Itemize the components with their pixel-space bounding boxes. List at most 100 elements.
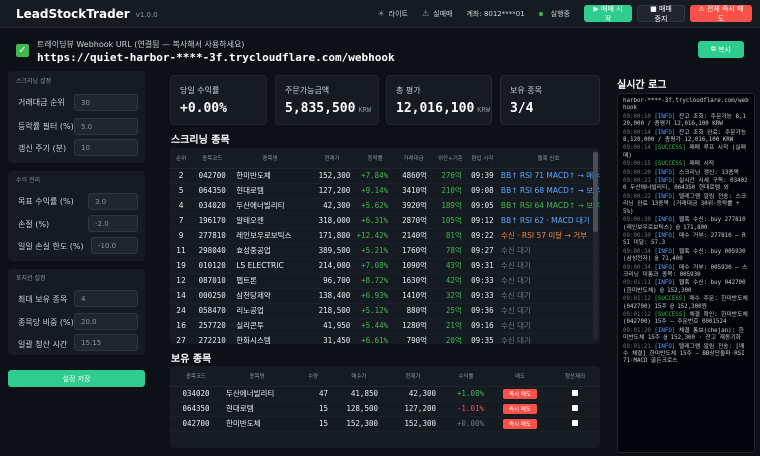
price-cell: 152,300: [307, 168, 357, 184]
start-trading-button[interactable]: ▶ 매매 시작: [584, 5, 632, 23]
table-row[interactable]: 14 000250 삼천당제약 138,400 +6.93% 1410억 32억 09:33 수…: [170, 288, 600, 304]
save-settings-button[interactable]: 설정 저장: [8, 370, 145, 387]
log-line: 09:01:20 [INFO] 체결 통보(chejan): 한미반도체 15주…: [623, 328, 749, 343]
table-row[interactable]: 16 257720 실리콘투 41,950 +5.44% 1280억 21억 09:16 수신 …: [170, 318, 600, 334]
log-text: 매수 주문: 한미반도체(042700) 15주 @ 152,300원: [623, 296, 748, 310]
signal-cell: 수신 대기: [496, 273, 600, 289]
column-header[interactable]: 종목명: [232, 148, 308, 169]
rank-cell: 27: [170, 333, 193, 344]
table-row[interactable]: 12 087010 펩트론 96,700 +8.72% 1630억 42억 09:33 수신 대…: [170, 273, 600, 289]
log-line: 09:00:22 [INFO] 텔레그램 알림 전송: 스크리닝 완료 13종목…: [623, 194, 749, 216]
column-header[interactable]: 청산제외: [550, 366, 600, 387]
exclude-checkbox[interactable]: [572, 420, 578, 426]
column-header[interactable]: 거래대금: [394, 148, 434, 169]
code-cell: 298040: [192, 243, 233, 259]
code-cell: 087010: [192, 273, 233, 289]
exclude-checkbox[interactable]: [572, 390, 578, 396]
volume-cell: 2140억: [394, 228, 434, 244]
log-time: 09:01:12: [623, 311, 655, 318]
log-level: [INFO]: [654, 232, 679, 239]
log-level: [INFO]: [654, 113, 679, 120]
price-cell: 41,950: [307, 318, 357, 334]
volume-cell: 1280억: [394, 318, 434, 334]
log-line: 09:00:34 [INFO] 매수 거부: 005930 — 스크리닝 미통과…: [623, 265, 749, 280]
table-row[interactable]: 11 298040 효성중공업 389,500 +5.21% 1760억 78억 09:27 수…: [170, 243, 600, 259]
table-row[interactable]: 4 034020 두산에너빌리티 42,300 +5.62% 3920억 189억 09:05…: [170, 198, 600, 214]
profit-settings-title: 수익 관리: [16, 177, 40, 184]
column-header[interactable]: 순위: [170, 148, 193, 169]
table-row[interactable]: 27 272210 한화시스템 31,450 +6.61% 790억 20억 09:35 수신 …: [170, 333, 600, 344]
column-header[interactable]: 매도: [490, 366, 550, 387]
account-select[interactable]: 계좌: 8012****01: [466, 9, 524, 19]
column-header[interactable]: 매수가: [334, 366, 384, 387]
sell-now-button[interactable]: 즉시 매도: [503, 403, 537, 414]
sell-all-button[interactable]: ⚠ 전체 즉시 매도: [690, 5, 752, 23]
stop-trading-button[interactable]: ■ 매매 중지: [637, 5, 685, 23]
log-line: 09:00:20 [INFO] 스크리닝 갱신: 13종목: [623, 170, 749, 177]
column-header[interactable]: 현재가: [307, 148, 357, 169]
column-header[interactable]: 등락률: [356, 148, 395, 169]
field-label: 최대 보유 종목: [18, 295, 68, 304]
change-cell: +12.42%: [356, 228, 395, 244]
price-cell: 389,500: [307, 243, 357, 259]
refresh-interval-input[interactable]: 10: [74, 139, 138, 156]
column-header[interactable]: 수량: [292, 366, 334, 387]
column-header[interactable]: 종목명: [222, 366, 292, 387]
max-holdings-input[interactable]: 4: [74, 290, 138, 307]
exclude-checkbox[interactable]: [572, 405, 578, 411]
change-cell: +5.62%: [356, 198, 395, 214]
webhook-connected-checkbox[interactable]: ✓: [16, 44, 29, 57]
liquidation-time-input[interactable]: 15:15: [74, 334, 138, 351]
column-header[interactable]: 현재가: [384, 366, 442, 387]
table-row[interactable]: 24 058470 리노공업 218,500 +5.12% 880억 25억 09:36 수신 …: [170, 303, 600, 319]
log-time: 09:00:30: [623, 217, 655, 224]
table-row[interactable]: 5 064350 현대로템 127,200 +9.14% 3410억 210억 09:08 BB…: [170, 183, 600, 199]
daily-loss-limit-input[interactable]: -10.0: [91, 237, 138, 254]
buy-price-cell: 152,300: [334, 416, 384, 432]
copy-url-button[interactable]: ⧉ 복사: [698, 41, 744, 58]
weight-per-stock-input[interactable]: 20.0: [74, 313, 138, 330]
screening-scroll-thumb[interactable]: [593, 152, 598, 232]
name-cell: LS ELECTRIC: [232, 258, 308, 274]
change-cell: +7.84%: [356, 168, 395, 184]
stat-card-total-eval: 총 평가 12,016,100 KRW: [386, 75, 492, 125]
sell-now-button[interactable]: 즉시 매도: [503, 418, 537, 429]
change-filter-input[interactable]: 5.0: [74, 118, 138, 135]
code-cell: 277810: [192, 228, 233, 244]
field-label: 손절 (%): [18, 220, 50, 229]
table-row[interactable]: 7 196170 알테오젠 318,000 +6.31% 2870억 105억 09:12 BB…: [170, 213, 600, 229]
field-label: 갱신 주기 (분): [18, 144, 67, 153]
stop-loss-input[interactable]: -2.0: [88, 215, 138, 232]
code-cell: 064350: [170, 401, 222, 417]
code-cell: 196170: [192, 213, 233, 229]
column-header[interactable]: 편입 시각: [467, 148, 497, 169]
target-profit-input[interactable]: 3.0: [88, 193, 138, 210]
log-time: 09:01:12: [623, 296, 655, 303]
table-row[interactable]: 9 277810 레인보우로보틱스 171,800 +12.42% 2140억 81억 09:…: [170, 228, 600, 244]
table-row[interactable]: 19 010120 LS ELECTRIC 214,000 +7.08% 1090억 43억…: [170, 258, 600, 274]
trade-mode[interactable]: ⚠ 실매매: [422, 9, 453, 19]
rank-cell: 4: [170, 198, 193, 214]
log-level: [SUCCESS]: [654, 161, 690, 168]
log-time: 09:00:22: [623, 193, 655, 200]
volume-rank-input[interactable]: 30: [74, 94, 138, 111]
table-row[interactable]: 2 042700 한미반도체 152,300 +7.84% 4860억 276억 09:39 B…: [170, 168, 600, 184]
column-header[interactable]: 웹훅 신호: [496, 148, 600, 169]
column-header[interactable]: 위안+기준: [433, 148, 468, 169]
time-cell: 09:27: [467, 243, 497, 259]
exclude-cell: [550, 416, 600, 432]
log-panel[interactable]: harbor-****-3f.trycloudflare.com/webhook…: [617, 93, 755, 453]
column-header[interactable]: 종목코드: [192, 148, 233, 169]
status-indicator: 실행중: [538, 9, 570, 19]
sell-now-button[interactable]: 즉시 매도: [503, 388, 537, 399]
field-label: 일일 손실 한도 (%): [18, 242, 84, 251]
screening-scrollbar[interactable]: [593, 150, 598, 340]
column-header[interactable]: 종목코드: [170, 366, 222, 387]
app-version: v1.0.0: [135, 10, 158, 19]
sell-cell: 즉시 매도: [490, 416, 550, 432]
criteria-cell: 21억: [433, 318, 468, 334]
theme-toggle[interactable]: ☀ 라이트: [377, 9, 408, 19]
change-cell: +5.44%: [356, 318, 395, 334]
price-cell: 171,800: [307, 228, 357, 244]
column-header[interactable]: 수익률: [442, 366, 490, 387]
